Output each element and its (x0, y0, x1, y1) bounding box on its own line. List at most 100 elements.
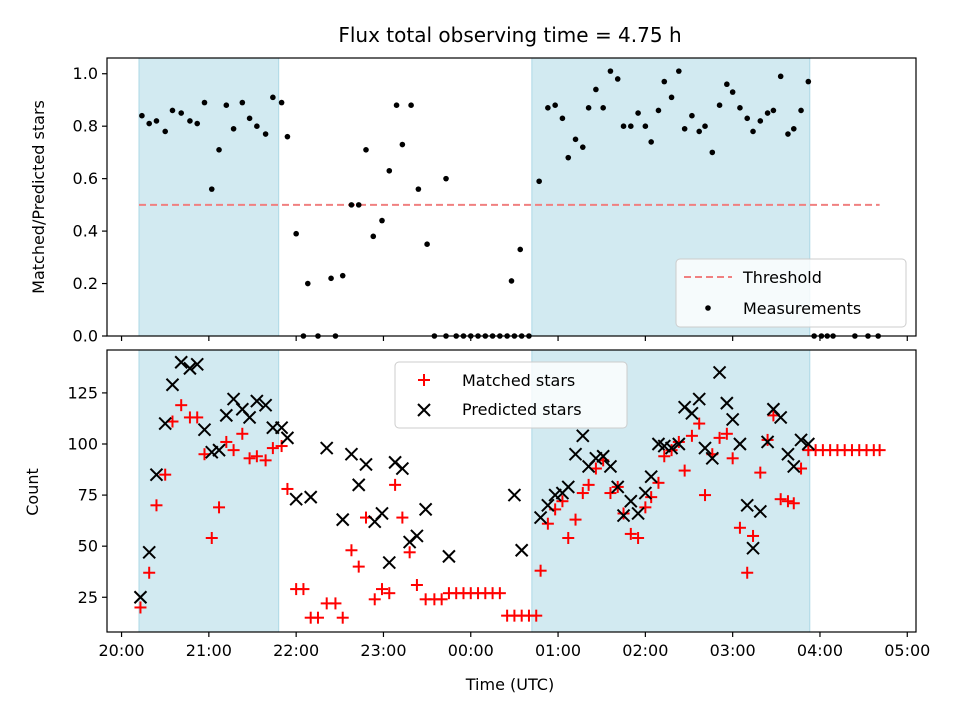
matched-point (345, 544, 358, 557)
predicted-point (442, 549, 456, 564)
predicted-mark-b (766, 402, 781, 416)
predicted-point (514, 543, 529, 557)
count-ylabel: Count (23, 468, 42, 516)
matched-point (191, 411, 204, 424)
matched-point (352, 560, 365, 573)
predicted-mark-b (235, 402, 250, 416)
predicted-mark-b (705, 451, 720, 466)
matched-point (562, 532, 575, 544)
matched-point (534, 564, 547, 577)
predicted-mark-b (725, 412, 740, 427)
matched-point (569, 513, 582, 526)
predicted-point (753, 504, 768, 519)
predicted-point (692, 392, 706, 406)
measurement-point (169, 107, 176, 114)
matched-point (699, 489, 712, 502)
measurement-point (777, 73, 784, 80)
predicted-mark-b (250, 394, 264, 408)
predicted-mark-b (226, 392, 241, 406)
y-tick-label: 0.4 (73, 222, 98, 241)
predicted-point (352, 478, 366, 492)
measurement-point (146, 120, 152, 127)
predicted-point (289, 492, 303, 506)
predicted-point (787, 459, 801, 474)
measurement-point (278, 99, 285, 106)
measurement-point (239, 99, 246, 106)
predicted-point (165, 378, 180, 392)
measurement-point (614, 76, 621, 82)
measurement-point (642, 123, 649, 129)
x-tick-label: 02:00 (622, 641, 668, 660)
x-tick-label: 20:00 (98, 641, 144, 660)
predicted-mark-b (733, 437, 747, 451)
x-tick-label: 22:00 (273, 641, 319, 660)
predicted-point (280, 431, 295, 445)
predicted-point (174, 355, 188, 369)
matched-point (632, 532, 645, 544)
measurement-point (648, 139, 654, 145)
matched-point (556, 495, 569, 508)
predicted-point (359, 457, 373, 472)
predicted-point (541, 498, 555, 513)
predicted-mark-b (657, 439, 671, 453)
measurement-point (729, 89, 736, 95)
predicted-point (197, 422, 212, 437)
matched-point (396, 511, 409, 524)
predicted-point (576, 429, 590, 443)
predicted-mark-b (611, 480, 625, 494)
predicted-point (158, 416, 172, 431)
y-tick-label: 50 (78, 537, 98, 556)
predicted-mark-b (638, 486, 653, 500)
predicted-mark-b (753, 504, 768, 519)
matched-point (213, 501, 226, 514)
predicted-mark-b (289, 492, 303, 506)
predicted-mark-b (174, 355, 188, 369)
predicted-point (638, 486, 653, 500)
y-tick-label: 1.0 (73, 64, 98, 83)
measurement-point (696, 128, 702, 135)
predicted-mark-b (624, 494, 638, 508)
measurement-point (348, 202, 355, 208)
count-panel: 25 50 75 100 125 20:00 21:00 22:00 23:00 00:00 01:… (23, 349, 930, 694)
predicted-mark-b (197, 422, 212, 437)
predicted-point (507, 488, 522, 502)
y-tick-label: 0.6 (73, 169, 98, 188)
predicted-point (616, 508, 631, 523)
matched-point (150, 499, 163, 512)
predicted-point (382, 555, 396, 570)
measurement-point (757, 118, 764, 124)
plot-frame (106, 57, 917, 337)
matched-point (761, 433, 774, 446)
legend-matched-label: Matched stars (462, 371, 575, 390)
predicted-point (375, 506, 389, 521)
x-tick-label: 04:00 (797, 641, 843, 660)
predicted-point (242, 410, 257, 425)
measurement-point (744, 115, 751, 122)
predicted-point (611, 480, 625, 494)
measurement-point (328, 275, 334, 282)
predicted-point (258, 398, 273, 412)
measurement-point (304, 280, 311, 287)
matched-point (617, 507, 630, 520)
predicted-point (303, 490, 318, 504)
predicted-point (344, 447, 359, 461)
predicted-point (773, 410, 788, 425)
matched-point (754, 466, 767, 479)
measurement-point (620, 123, 627, 129)
matched-point (329, 597, 342, 610)
predicted-point (212, 443, 226, 457)
matched-point (685, 429, 698, 442)
matched-point (604, 487, 617, 500)
predicted-mark-b (219, 408, 234, 423)
predicted-mark-b (442, 549, 456, 564)
measurement-point (798, 107, 804, 114)
predicted-mark-b (258, 398, 273, 412)
measurement-point (339, 272, 346, 279)
predicted-mark-b (242, 410, 257, 425)
x-tick-label: 21:00 (186, 641, 232, 660)
predicted-mark-b (388, 455, 402, 470)
predicted-mark-b (651, 437, 666, 451)
matched-point (227, 444, 240, 457)
predicted-mark-b (352, 478, 366, 492)
matched-point (493, 587, 506, 600)
